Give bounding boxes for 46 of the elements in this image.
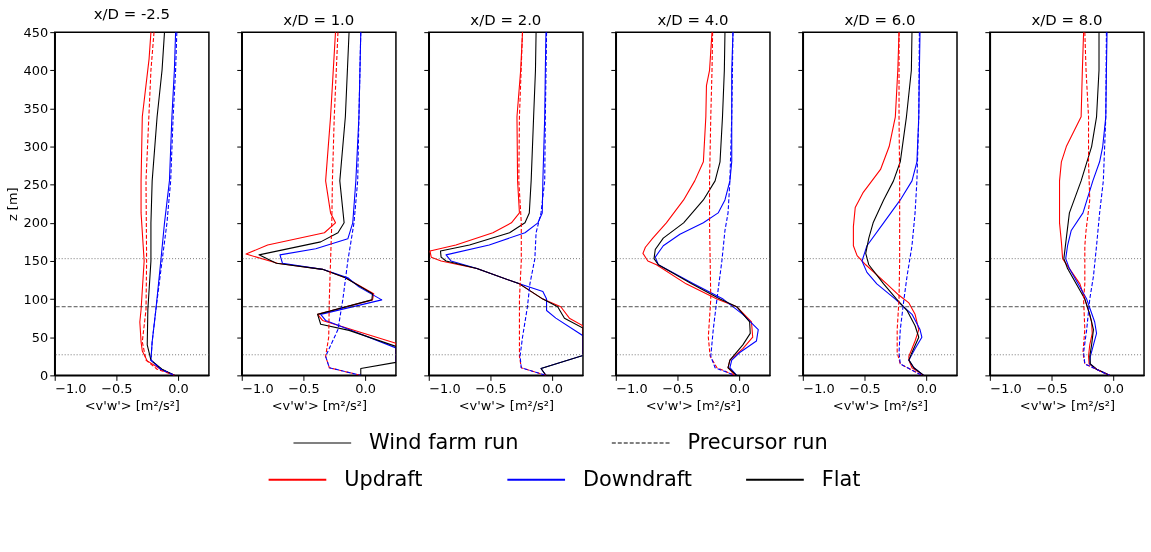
chart-title: x/D = 8.0 bbox=[1031, 10, 1103, 29]
x-tick-label: 0.0 bbox=[355, 380, 376, 396]
x-tick-label: −0.5 bbox=[1036, 380, 1068, 396]
x-tick-label: −1.0 bbox=[990, 380, 1022, 396]
text: Wind farm run bbox=[369, 429, 519, 454]
y-tick-label: 300 bbox=[23, 139, 49, 155]
x-tick-label: −1.0 bbox=[803, 380, 835, 396]
y-tick-label: 100 bbox=[23, 291, 49, 307]
x-axis-title: <v'w'> [m²/s²] bbox=[458, 397, 554, 413]
x-tick-label: −0.5 bbox=[849, 380, 881, 396]
x-tick-label: 0.0 bbox=[168, 380, 189, 396]
chart-title: x/D = 1.0 bbox=[283, 10, 355, 29]
chart-title: x/D = 4.0 bbox=[657, 10, 729, 29]
x-axis-title: <v'w'> [m²/s²] bbox=[645, 397, 741, 413]
x-tick-label: −1.0 bbox=[242, 380, 274, 396]
x-tick-label: −1.0 bbox=[55, 380, 87, 396]
x-axis-title: <v'w'> [m²/s²] bbox=[271, 397, 367, 413]
y-tick-label: 450 bbox=[23, 24, 49, 40]
legend-label: Flat bbox=[821, 466, 861, 491]
y-axis-title: z [m] bbox=[4, 187, 20, 222]
chart-title: x/D = 6.0 bbox=[844, 10, 916, 29]
chart-title: x/D = 2.0 bbox=[470, 10, 542, 29]
x-tick-label: 0.0 bbox=[542, 380, 563, 396]
x-tick-label: 0.0 bbox=[729, 380, 750, 396]
y-tick-label: 0 bbox=[40, 367, 49, 383]
x-axis-title: <v'w'> [m²/s²] bbox=[1019, 397, 1116, 413]
x-axis-title: <v'w'> [m²/s²] bbox=[84, 397, 180, 413]
legend-label: Downdraft bbox=[582, 466, 692, 491]
x-tick-label: −1.0 bbox=[429, 380, 461, 396]
x-tick-label: −0.5 bbox=[101, 380, 133, 396]
x-tick-label: −0.5 bbox=[288, 380, 320, 396]
y-tick-label: 50 bbox=[31, 329, 49, 345]
text: Precursor run bbox=[687, 429, 828, 454]
y-tick-label: 150 bbox=[23, 253, 49, 269]
x-axis-title: <v'w'> [m²/s²] bbox=[832, 397, 929, 413]
legend-label: Updraft bbox=[344, 466, 423, 491]
x-tick-label: 0.0 bbox=[916, 380, 937, 396]
x-tick-label: −0.5 bbox=[475, 380, 507, 396]
chart-title: x/D = -2.5 bbox=[93, 5, 170, 24]
y-tick-label: 400 bbox=[23, 62, 49, 78]
y-tick-label: 200 bbox=[23, 215, 49, 231]
x-tick-label: −0.5 bbox=[662, 380, 694, 396]
y-tick-label: 350 bbox=[23, 100, 49, 116]
x-tick-label: 0.0 bbox=[1103, 380, 1124, 396]
y-tick-label: 250 bbox=[23, 177, 49, 193]
x-tick-label: −1.0 bbox=[616, 380, 648, 396]
